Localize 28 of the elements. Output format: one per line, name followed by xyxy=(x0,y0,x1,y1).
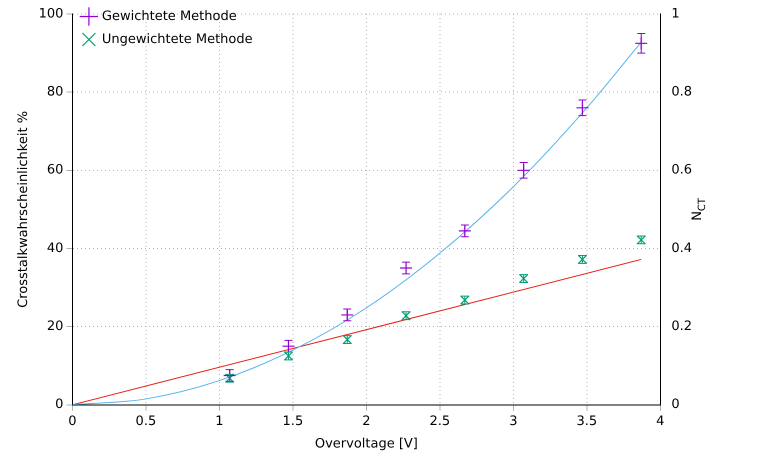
y2-tick-label: 0.6 xyxy=(671,162,692,178)
y-tick-label: 60 xyxy=(46,162,64,178)
x-tick-label: 2 xyxy=(362,414,371,429)
y-tick-label: 100 xyxy=(38,6,64,22)
x-axis-title: Overvoltage [V] xyxy=(314,436,418,452)
x-tick-label: 3.5 xyxy=(576,414,598,429)
x-tick-label: 0 xyxy=(68,414,77,429)
y-tick-label: 80 xyxy=(46,84,64,100)
y-tick-label: 40 xyxy=(46,240,64,256)
x-tick-label: 3 xyxy=(509,414,518,429)
legend-label: Ungewichtete Methode xyxy=(102,32,253,47)
y-tick-label: 0 xyxy=(55,397,64,412)
point xyxy=(634,36,648,50)
y2-tick-label: 0.2 xyxy=(671,319,692,334)
x-tick-label: 0.5 xyxy=(136,414,156,429)
y-axis-title: Crosstalkwahrscheinlichkeit % xyxy=(16,110,32,308)
x-tick-label: 2.5 xyxy=(430,414,450,429)
x-tick-label: 1 xyxy=(215,414,224,429)
y-tick-label: 20 xyxy=(46,319,64,334)
point xyxy=(517,164,530,177)
legend-label: Gewichtete Methode xyxy=(102,8,237,24)
y2-axis-title: NCT xyxy=(690,197,708,221)
x-tick-label: 1.5 xyxy=(282,414,304,429)
y2-tick-label: 0.4 xyxy=(671,240,692,256)
y2-tick-label: 0.8 xyxy=(671,84,692,100)
x-tick-label: 4 xyxy=(656,414,664,429)
y2-tick-label: 1 xyxy=(671,6,680,22)
y2-tick-label: 0 xyxy=(671,397,680,412)
